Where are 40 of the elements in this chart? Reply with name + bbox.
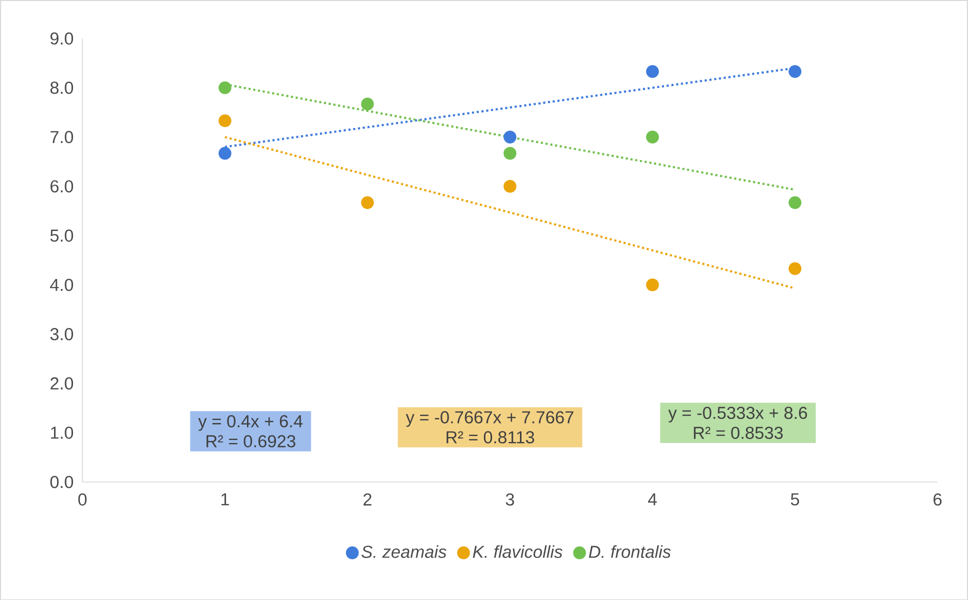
- x-tick-label: 5: [790, 493, 800, 506]
- x-tick-label: 2: [364, 493, 372, 506]
- y-tick-label: 7.0: [50, 130, 74, 143]
- point: [361, 196, 374, 209]
- point: [504, 146, 516, 160]
- point: [646, 64, 659, 78]
- legend-label: K. flavicollis: [472, 545, 562, 558]
- x-tick-label: 0: [78, 493, 87, 506]
- y-tick-label: 6.0: [50, 180, 74, 192]
- y-tick-label: 2.0: [50, 377, 74, 390]
- point: [218, 114, 232, 127]
- annotation: y = -0.5333x + 8.6: [668, 406, 808, 422]
- x-tick-label: 1: [221, 493, 229, 506]
- y-tick-label: 0.0: [50, 476, 74, 488]
- y-tick-label: 3.0: [50, 328, 74, 340]
- point: [361, 97, 374, 110]
- annotation: y = -0.7667x + 7.7667: [406, 410, 574, 427]
- point: [646, 278, 659, 292]
- x-tick-label: 3: [506, 493, 514, 506]
- legend-label: D. frontalis: [588, 545, 671, 558]
- annotation: R² = 0.8113: [446, 430, 534, 444]
- y-tick-label: 5.0: [50, 229, 74, 242]
- y-tick-label: 1.0: [50, 426, 74, 439]
- y-tick-label: 9.0: [50, 32, 74, 44]
- y-tick-label: 4.0: [50, 278, 74, 291]
- point: [788, 262, 802, 275]
- point: [788, 64, 802, 78]
- point: [504, 130, 516, 144]
- legend-label: S. zeamais: [362, 545, 446, 558]
- point: [504, 180, 516, 193]
- annotation: R² = 0.8533: [694, 426, 783, 439]
- point: [218, 81, 232, 94]
- point: [646, 130, 659, 144]
- annotation: R² = 0.6923: [206, 434, 296, 448]
- point: [788, 196, 802, 209]
- y-tick-label: 8.0: [50, 81, 74, 94]
- x-tick-label: 4: [648, 493, 657, 506]
- x-tick-label: 6: [934, 493, 942, 506]
- point: [218, 146, 232, 160]
- annotation: y = 0.4x + 6.4: [198, 414, 303, 431]
